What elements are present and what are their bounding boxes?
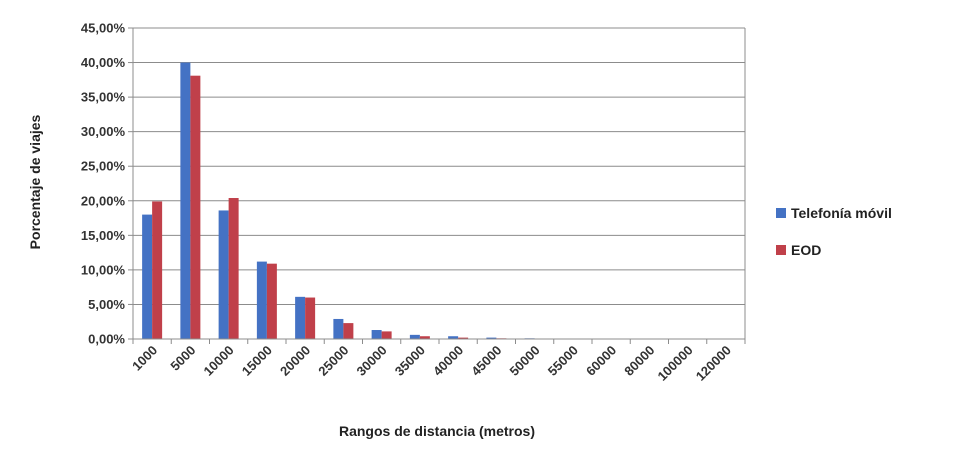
x-tick-label: 55000 — [545, 343, 581, 379]
y-tick-label: 5,00% — [88, 297, 125, 312]
y-tick-label: 20,00% — [81, 193, 126, 208]
bar-telefonia-movil — [448, 336, 459, 339]
x-tick-label: 5000 — [167, 343, 198, 374]
y-tick-label: 15,00% — [81, 228, 126, 243]
bar-telefonia-movil — [142, 214, 153, 339]
bar-telefonia-movil — [486, 337, 497, 339]
bar-telefonia-movil — [256, 261, 267, 339]
x-axis-title: Rangos de distancia (metros) — [339, 423, 535, 439]
bar-eod — [305, 297, 316, 339]
bar-telefonia-movil — [409, 334, 420, 339]
y-tick-label: 45,00% — [81, 21, 126, 36]
bars — [142, 62, 736, 340]
x-tick-label: 40000 — [430, 343, 466, 379]
x-tick-label: 25000 — [315, 343, 351, 379]
y-tick-label: 10,00% — [81, 262, 126, 277]
y-tick-label: 0,00% — [88, 332, 125, 347]
x-tick-label: 80000 — [621, 343, 657, 379]
bar-eod — [381, 331, 392, 339]
x-tick-label: 30000 — [354, 343, 390, 379]
bar-eod — [458, 337, 469, 339]
legend-label: Telefonía móvil — [791, 205, 892, 221]
x-tick-label: 15000 — [239, 343, 275, 379]
x-tick-label: 10000 — [201, 343, 237, 379]
x-tick-label: 120000 — [693, 343, 734, 384]
bar-eod — [266, 263, 277, 339]
y-axis-title: Porcentaje de viajes — [27, 114, 43, 249]
y-tick-label: 30,00% — [81, 124, 126, 139]
bar-eod — [152, 201, 163, 339]
bar-telefonia-movil — [180, 62, 191, 340]
legend-swatch — [776, 208, 786, 218]
y-tick-label: 40,00% — [81, 55, 126, 70]
x-tick-label: 35000 — [392, 343, 428, 379]
bar-eod — [343, 323, 354, 339]
x-tick-label: 50000 — [507, 343, 543, 379]
x-tick-label: 60000 — [583, 343, 619, 379]
y-tick-label: 35,00% — [81, 90, 126, 105]
bar-eod — [419, 336, 430, 339]
x-tick-label: 100000 — [654, 343, 695, 384]
bar-telefonia-movil — [218, 210, 229, 339]
bar-telefonia-movil — [295, 296, 306, 339]
bar-eod — [190, 75, 201, 339]
x-tick-label: 45000 — [468, 343, 504, 379]
x-tick-label: 1000 — [129, 343, 160, 374]
bar-eod — [228, 198, 239, 339]
x-tick-label: 20000 — [277, 343, 313, 379]
bar-telefonia-movil — [333, 318, 344, 339]
bar-telefonia-movil — [371, 330, 382, 339]
y-tick-label: 25,00% — [81, 159, 126, 174]
legend-label: EOD — [791, 242, 821, 258]
legend: Telefonía móvil EOD — [776, 205, 892, 258]
legend-swatch — [776, 245, 786, 255]
